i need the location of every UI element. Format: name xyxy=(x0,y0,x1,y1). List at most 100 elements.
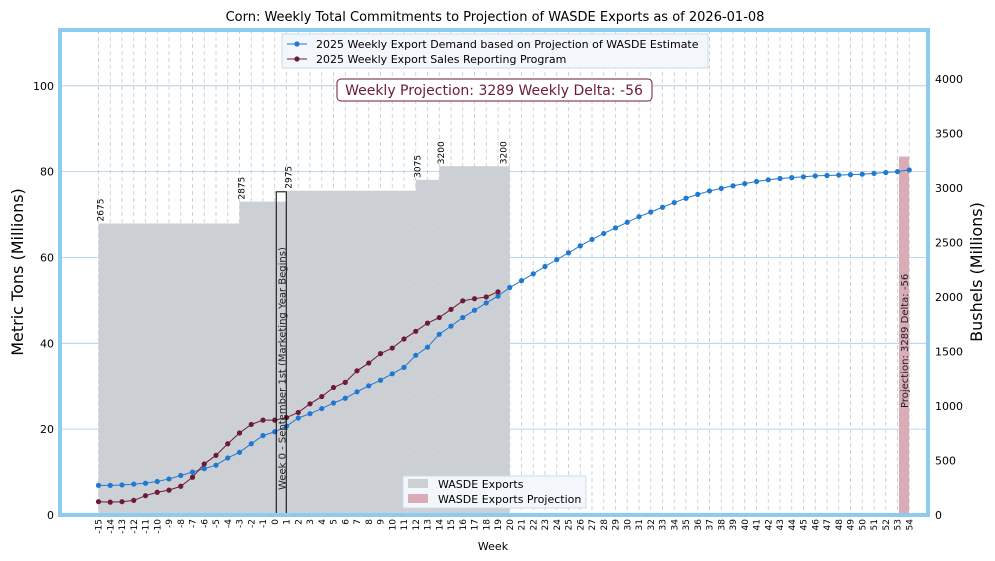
chart-title: Corn: Weekly Total Commitments to Projec… xyxy=(226,10,765,25)
series-point-2 xyxy=(201,461,207,467)
x-tick-label: -12 xyxy=(130,519,140,534)
x-tick-label: 39 xyxy=(729,519,739,531)
series-point-2 xyxy=(142,493,149,499)
x-tick-label: 38 xyxy=(717,519,727,531)
series-point-2 xyxy=(424,320,431,326)
series-point-1 xyxy=(871,170,877,176)
series-point-2 xyxy=(389,345,395,351)
series-point-1 xyxy=(495,293,501,299)
series-point-2 xyxy=(225,441,231,447)
series-point-1 xyxy=(507,284,513,291)
series-point-1 xyxy=(166,476,172,482)
series-point-1 xyxy=(178,472,184,479)
wasde-export-bar xyxy=(98,223,240,515)
x-tick-label: 8 xyxy=(365,519,375,525)
series-point-1 xyxy=(154,478,160,485)
x-tick-label: 3 xyxy=(306,519,316,525)
series-point-1 xyxy=(436,331,442,337)
legend-entry-label: 2025 Weekly Export Demand based on Proje… xyxy=(316,38,699,51)
series-point-2 xyxy=(354,368,360,374)
series-point-1 xyxy=(565,250,572,256)
series-point-2 xyxy=(483,294,489,300)
y2-tick-label: 1500 xyxy=(935,346,963,359)
x-tick-label: 10 xyxy=(388,519,398,531)
x-tick-label: 9 xyxy=(377,519,387,525)
chart-annotations: Week 0 - September 1st (Marketing Year B… xyxy=(275,78,911,516)
x-tick-label: 16 xyxy=(459,519,469,531)
legend-entry-label: WASDE Exports xyxy=(438,478,524,491)
series-point-1 xyxy=(789,175,795,181)
series-point-1 xyxy=(518,278,525,284)
legends: 2025 Weekly Export Demand based on Proje… xyxy=(281,33,709,509)
x-tick-label: -9 xyxy=(165,519,175,528)
x-tick-label: 50 xyxy=(858,519,868,531)
y-tick-label: 0 xyxy=(47,509,54,522)
series-point-2 xyxy=(330,384,337,391)
series-point-1 xyxy=(142,480,149,486)
series-markers xyxy=(95,167,912,505)
series-point-2 xyxy=(471,296,478,302)
wasde-projection-bar xyxy=(899,156,909,515)
x-tick-label: -6 xyxy=(200,519,210,528)
x-tick-label: 46 xyxy=(811,519,821,531)
series-point-2 xyxy=(307,401,313,407)
legend-entry-label: WASDE Exports Projection xyxy=(438,493,581,506)
x-tick-label: 14 xyxy=(435,519,445,531)
x-tick-label: 37 xyxy=(706,519,716,530)
x-tick-label: 45 xyxy=(800,519,810,530)
series-point-1 xyxy=(389,371,395,377)
x-tick-label: -11 xyxy=(142,519,152,534)
x-tick-label: -8 xyxy=(177,519,187,528)
x-tick-label: 21 xyxy=(518,519,528,530)
x-tick-label: 13 xyxy=(424,519,434,530)
series-point-1 xyxy=(777,175,783,182)
series-point-1 xyxy=(471,307,478,313)
series-point-1 xyxy=(366,383,372,389)
series-point-1 xyxy=(248,441,254,447)
x-tick-label: -14 xyxy=(106,519,116,534)
projection-bar-label: Projection: 3289 Delta: -56 xyxy=(900,274,911,408)
series-point-1 xyxy=(824,172,830,179)
y2-tick-label: 2500 xyxy=(935,237,963,250)
wasde-bar-label: 2875 xyxy=(238,177,248,200)
series-point-1 xyxy=(636,214,642,220)
x-tick-label: 11 xyxy=(400,519,410,530)
series-point-1 xyxy=(859,171,865,177)
legend-patch-swatch xyxy=(408,494,428,503)
legend-marker xyxy=(294,41,300,47)
x-tick-label: -13 xyxy=(118,519,128,534)
y2-tick-label: 2000 xyxy=(935,291,963,304)
series-point-1 xyxy=(589,236,595,243)
y2-tick-label: 3500 xyxy=(935,128,963,141)
x-tick-label: 40 xyxy=(741,519,751,531)
wasde-export-bar xyxy=(286,190,416,515)
y2-tick-label: 3000 xyxy=(935,182,963,195)
x-tick-label: 6 xyxy=(341,519,351,525)
series-point-2 xyxy=(377,351,384,357)
series-point-1 xyxy=(260,432,266,439)
series-point-1 xyxy=(671,199,677,206)
series-point-1 xyxy=(424,344,431,350)
series-point-2 xyxy=(131,497,137,504)
series-point-2 xyxy=(460,298,466,304)
legend-entry-label: 2025 Weekly Export Sales Reporting Progr… xyxy=(316,53,566,66)
x-tick-label: 42 xyxy=(764,519,774,530)
series-point-1 xyxy=(730,183,736,189)
x-tick-label: 5 xyxy=(330,519,340,525)
wasde-bar-label: 3200 xyxy=(437,141,447,164)
x-tick-label: -4 xyxy=(224,519,234,528)
y2-tick-label: 500 xyxy=(935,455,956,468)
x-tick-label: 25 xyxy=(565,519,575,530)
series-point-1 xyxy=(753,178,760,185)
series-point-1 xyxy=(330,400,337,406)
x-tick-label: 22 xyxy=(529,519,539,530)
series-point-2 xyxy=(295,409,301,416)
y-tick-label: 100 xyxy=(33,80,54,93)
x-tick-label: 47 xyxy=(823,519,833,530)
series-point-1 xyxy=(189,469,196,475)
x-tick-label: 2 xyxy=(294,519,304,525)
series-point-1 xyxy=(107,482,113,488)
wasde-bar-label: 2975 xyxy=(285,166,295,189)
x-tick-label: 0 xyxy=(271,519,281,525)
